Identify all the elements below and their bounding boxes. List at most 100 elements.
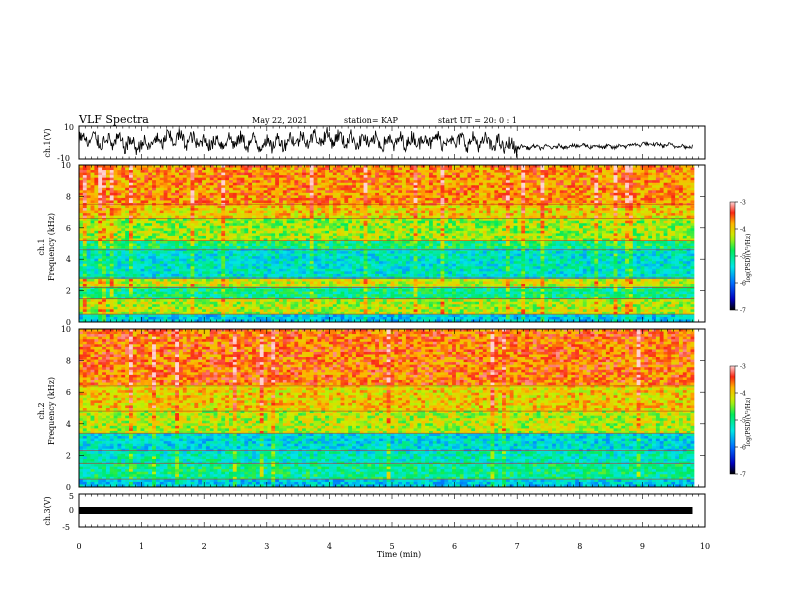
spectrogram-cell bbox=[244, 205, 249, 209]
spectrogram-cell bbox=[371, 243, 376, 247]
spectrogram-cell bbox=[352, 190, 357, 194]
spectrogram-cell bbox=[321, 281, 326, 285]
spectrogram-cell bbox=[244, 309, 249, 313]
spectrogram-cell bbox=[86, 316, 91, 320]
spectrogram-cell bbox=[94, 205, 99, 209]
spectrogram-cell bbox=[198, 192, 203, 196]
spectrogram-cell bbox=[152, 271, 157, 275]
spectrogram-cell bbox=[302, 271, 307, 275]
spectrogram-cell bbox=[348, 306, 353, 310]
spectrogram-cell bbox=[159, 210, 164, 214]
spectrogram-cell bbox=[294, 314, 299, 318]
spectrogram-cell bbox=[221, 316, 226, 320]
spectrogram-cell bbox=[190, 182, 195, 186]
spectrogram-cell bbox=[275, 197, 280, 201]
spectrogram-cell bbox=[117, 182, 122, 186]
spectrogram-cell bbox=[105, 175, 111, 178]
spectrogram-cell bbox=[194, 165, 199, 168]
spectrogram-cell bbox=[252, 291, 257, 295]
spectrogram-cell bbox=[259, 256, 264, 259]
spectrogram-cell bbox=[325, 273, 330, 277]
spectrogram-cell bbox=[259, 304, 264, 308]
spectrogram-cell bbox=[190, 215, 195, 219]
spectrogram-cell bbox=[125, 220, 130, 224]
spectrogram-cell bbox=[121, 299, 126, 303]
spectrogram-cell bbox=[298, 177, 303, 181]
spectrogram-cell bbox=[355, 195, 361, 199]
spectrogram-cell bbox=[171, 240, 176, 244]
spectrogram-cell bbox=[125, 213, 130, 216]
spectrogram-cell bbox=[298, 301, 303, 305]
spectrogram-cell bbox=[325, 278, 330, 282]
spectrogram-cell bbox=[225, 192, 230, 196]
spectrogram-cell bbox=[79, 195, 84, 199]
spectrogram-cell bbox=[290, 170, 295, 173]
spectrogram-cell bbox=[79, 251, 84, 254]
spectrogram-cell bbox=[129, 246, 134, 249]
spectrogram-cell bbox=[282, 220, 287, 224]
spectrogram-cell bbox=[244, 218, 249, 222]
spectrogram-cell bbox=[367, 304, 372, 308]
spectrogram-cell bbox=[205, 256, 211, 259]
spectrogram-cell bbox=[132, 271, 137, 275]
spectrogram-cell bbox=[186, 182, 191, 186]
spectrogram-cell bbox=[225, 271, 230, 275]
spectrogram-cell bbox=[198, 235, 203, 239]
spectrogram-cell bbox=[271, 175, 276, 178]
spectrogram-cell bbox=[167, 175, 172, 178]
spectrogram-cell bbox=[152, 314, 157, 318]
spectrogram-cell bbox=[198, 316, 203, 320]
spectrogram-cell bbox=[82, 165, 87, 168]
spectrogram-cell bbox=[90, 314, 95, 318]
spectrogram-cell bbox=[363, 256, 368, 259]
spectrogram-cell bbox=[363, 235, 368, 239]
spectrogram-cell bbox=[163, 246, 168, 249]
spectrogram-cell bbox=[236, 311, 241, 315]
spectrogram-cell bbox=[194, 180, 199, 184]
spectrogram-cell bbox=[86, 246, 91, 249]
spectrogram-cell bbox=[317, 228, 322, 232]
spectrogram-cell bbox=[340, 240, 345, 244]
spectrogram-cell bbox=[90, 167, 95, 171]
spectrogram-cell bbox=[328, 170, 334, 173]
spectrogram-cell bbox=[355, 182, 361, 186]
spectrogram-cell bbox=[148, 243, 153, 247]
spectrogram-cell bbox=[336, 316, 341, 320]
spectrogram-cell bbox=[175, 215, 180, 219]
spectrogram-cell bbox=[286, 306, 291, 310]
spectrogram-cell bbox=[213, 258, 218, 262]
spectrogram-cell bbox=[163, 238, 168, 242]
spectrogram-cell bbox=[217, 170, 222, 173]
spectrogram-cell bbox=[294, 187, 299, 191]
spectrogram-cell bbox=[136, 299, 141, 303]
spectrogram-cell bbox=[190, 246, 195, 249]
spectrogram-cell bbox=[252, 228, 257, 232]
spectrogram-cell bbox=[209, 175, 214, 178]
spectrogram-cell bbox=[259, 291, 264, 295]
spectrogram-cell bbox=[309, 304, 314, 308]
spectrogram-cell bbox=[117, 215, 122, 219]
spectrogram-cell bbox=[363, 233, 368, 237]
spectrogram-cell bbox=[275, 316, 280, 320]
spectrogram-cell bbox=[94, 309, 99, 313]
spectrogram-cell bbox=[144, 299, 149, 303]
spectrogram-cell bbox=[225, 294, 230, 297]
spectrogram-cell bbox=[355, 271, 361, 275]
spectrogram-cell bbox=[244, 268, 249, 272]
spectrogram-cell bbox=[190, 301, 195, 305]
spectrogram-cell bbox=[213, 165, 218, 168]
spectrogram-cell bbox=[209, 165, 214, 168]
spectrogram-cell bbox=[209, 172, 214, 176]
spectrogram-cell bbox=[121, 233, 126, 237]
spectrogram-cell bbox=[148, 246, 153, 249]
spectrogram-cell bbox=[267, 243, 272, 247]
spectrogram-cell bbox=[278, 266, 284, 270]
spectrogram-cell bbox=[302, 230, 307, 234]
spectrogram-cell bbox=[248, 238, 253, 242]
spectrogram-cell bbox=[155, 314, 161, 318]
spectrogram-cell bbox=[344, 200, 349, 204]
spectrogram-cell bbox=[132, 197, 137, 201]
spectrogram-cell bbox=[155, 253, 161, 257]
spectrogram-cell bbox=[344, 210, 349, 214]
spectrogram-cell bbox=[286, 314, 291, 318]
